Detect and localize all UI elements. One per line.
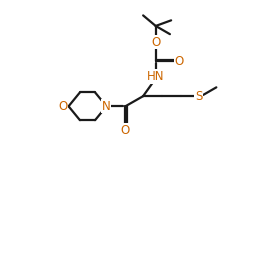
Text: HN: HN bbox=[147, 70, 164, 83]
Text: N: N bbox=[102, 100, 111, 113]
Text: O: O bbox=[175, 55, 184, 68]
Text: O: O bbox=[121, 124, 130, 137]
Text: O: O bbox=[151, 36, 160, 49]
Text: S: S bbox=[195, 90, 202, 103]
Text: O: O bbox=[58, 100, 68, 113]
